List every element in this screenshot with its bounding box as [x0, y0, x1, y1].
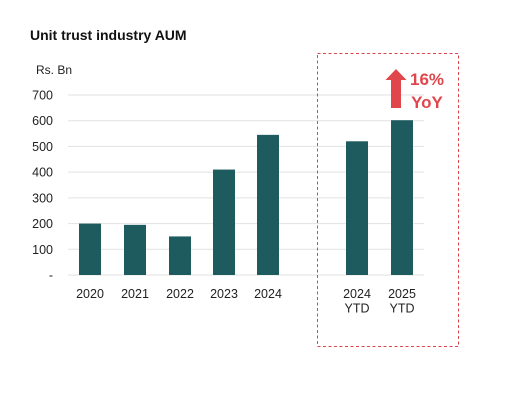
- x-tick-line: 2025: [388, 287, 416, 301]
- y-axis-ticks: - 100 200 300 400 500 600 700: [32, 89, 53, 283]
- x-tick-label: 2024 YTD: [343, 287, 371, 316]
- arrow-up-icon: [385, 69, 407, 108]
- y-unit-label: Rs. Bn: [36, 63, 72, 77]
- x-tick-label: 2020: [76, 287, 104, 301]
- y-tick-label: 600: [32, 114, 53, 128]
- x-tick-line: 2024: [254, 287, 282, 301]
- yoy-annotation-text: 16%: [410, 70, 444, 89]
- yoy-annotation-text: YoY: [411, 93, 443, 112]
- y-tick-label: 300: [32, 191, 53, 205]
- x-tick-label: 2025 YTD: [388, 287, 416, 316]
- bar: [169, 236, 191, 275]
- ytd-highlight-box: [317, 53, 459, 347]
- x-tick-line: 2022: [166, 287, 194, 301]
- x-tick-label: 2023: [210, 287, 238, 301]
- bar: [124, 224, 146, 275]
- y-tick-label: -: [49, 269, 53, 283]
- y-tick-label: 700: [32, 89, 53, 103]
- bars: [79, 120, 413, 275]
- x-tick-label: 2022: [166, 287, 194, 301]
- bar: [213, 169, 235, 275]
- chart-title: Unit trust industry AUM: [30, 27, 187, 43]
- y-tick-label: 400: [32, 166, 53, 180]
- bar: [346, 141, 368, 275]
- x-tick-line: 2020: [76, 287, 104, 301]
- yoy-annotation: 16% YoY: [385, 69, 444, 112]
- x-tick-label: 2024: [254, 287, 282, 301]
- bar: [391, 120, 413, 275]
- x-tick-line: 2023: [210, 287, 238, 301]
- x-tick-line: 2024: [343, 287, 371, 301]
- x-tick-line: YTD: [345, 302, 370, 316]
- x-tick-line: 2021: [121, 287, 149, 301]
- x-tick-label: 2021: [121, 287, 149, 301]
- gridlines: [68, 94, 424, 276]
- y-tick-label: 100: [32, 243, 53, 257]
- x-tick-line: YTD: [390, 302, 415, 316]
- bar: [257, 134, 279, 275]
- y-tick-label: 500: [32, 140, 53, 154]
- y-tick-label: 200: [32, 217, 53, 231]
- bar: [79, 223, 101, 275]
